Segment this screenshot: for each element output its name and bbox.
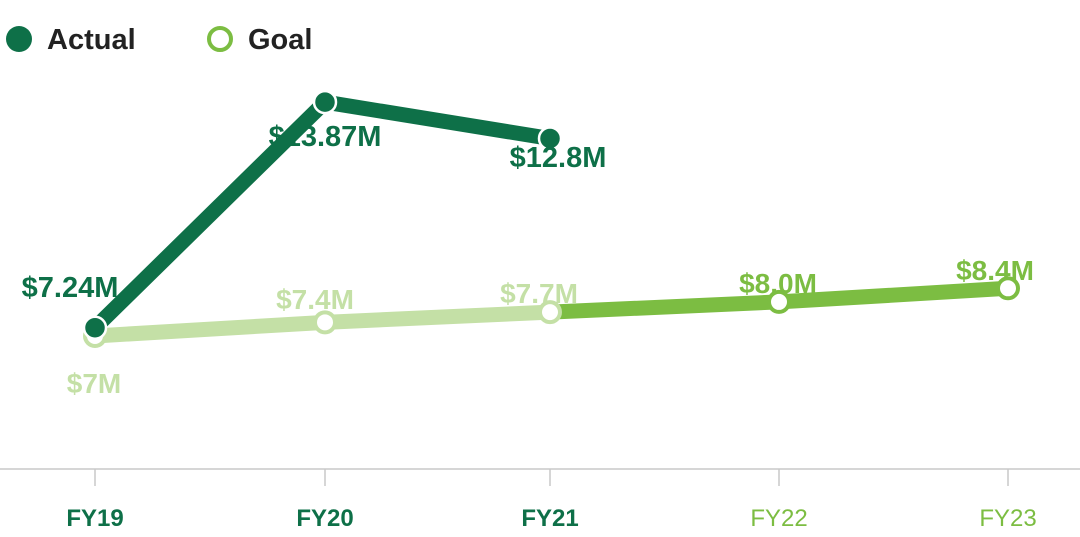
legend-label-goal: Goal bbox=[248, 24, 312, 56]
goal-line-segment-2 bbox=[324, 304, 551, 330]
actual-point-fy20 bbox=[312, 89, 338, 115]
actual-point-fy19 bbox=[82, 315, 108, 341]
actual-label-fy19: $7.24M bbox=[22, 272, 119, 304]
goal-point-fy23 bbox=[996, 276, 1020, 301]
x-tick-labels: FY19 FY20 FY21 FY22 FY23 bbox=[66, 505, 1036, 532]
series-points bbox=[82, 89, 1020, 348]
goal-label-fy19: $7M bbox=[67, 368, 121, 399]
goal-label-fy21: $7.7M bbox=[500, 278, 578, 309]
legend: Actual Goal bbox=[6, 24, 312, 56]
goal-label-fy22: $8.0M bbox=[739, 268, 817, 299]
x-tick-label-fy19: FY19 bbox=[66, 505, 123, 532]
x-tick-label-fy20: FY20 bbox=[296, 505, 353, 532]
goal-line-segment-1 bbox=[94, 314, 326, 344]
x-axis-ticks bbox=[94, 469, 1009, 486]
data-labels: $7.24M $13.87M $12.8M $7M $7.4M $7.7M $8.0M $8.… bbox=[22, 121, 1034, 399]
goal-label-fy20: $7.4M bbox=[276, 284, 354, 315]
legend-marker-actual bbox=[6, 26, 32, 52]
actual-label-fy21: $12.8M bbox=[510, 142, 607, 174]
legend-marker-goal bbox=[207, 26, 233, 52]
actual-point-fy21 bbox=[537, 126, 563, 151]
x-tick-label-fy21: FY21 bbox=[521, 505, 578, 532]
legend-label-actual: Actual bbox=[47, 24, 136, 56]
actual-label-fy20: $13.87M bbox=[269, 121, 382, 153]
x-tick-label-fy22: FY22 bbox=[750, 505, 807, 532]
goal-point-fy20 bbox=[313, 310, 337, 335]
x-tick-label-fy23: FY23 bbox=[979, 505, 1036, 532]
goal-point-fy22 bbox=[767, 289, 791, 314]
goal-line-segment-3 bbox=[549, 294, 780, 320]
goal-point-fy21 bbox=[538, 300, 562, 325]
goal-line-segment-4 bbox=[778, 280, 1009, 310]
goal-label-fy23: $8.4M bbox=[956, 255, 1034, 286]
